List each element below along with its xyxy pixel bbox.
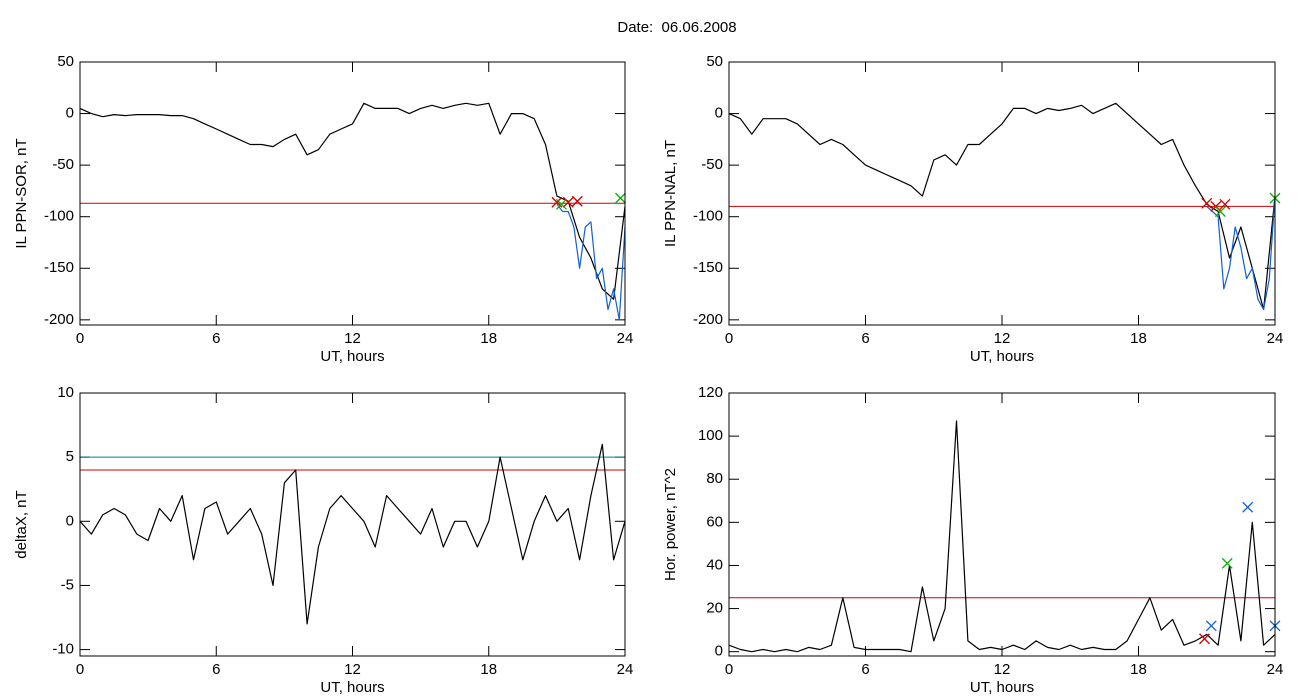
marker xyxy=(1214,206,1226,218)
y-tick-label: -100 xyxy=(693,208,723,225)
marker-stroke xyxy=(551,196,563,208)
y-tick-label: -10 xyxy=(52,641,74,658)
marker-stroke xyxy=(571,195,583,207)
x-tick-label: 12 xyxy=(994,661,1011,678)
marker-stroke xyxy=(614,192,626,204)
x-tick-label: 0 xyxy=(76,330,84,347)
marker xyxy=(562,196,574,208)
y-axis-label: deltaX, nT xyxy=(13,490,30,558)
data-line xyxy=(728,420,1276,653)
marker-stroke xyxy=(555,198,567,210)
marker-stroke xyxy=(1221,557,1233,569)
x-tick-label: 24 xyxy=(617,330,634,347)
y-axis-label: Hor. power, nT^2 xyxy=(662,468,679,581)
marker xyxy=(555,198,567,210)
marker xyxy=(1205,620,1217,632)
data-line xyxy=(79,102,626,300)
marker-stroke xyxy=(1242,501,1254,513)
data-line xyxy=(728,102,1276,311)
marker xyxy=(614,192,626,204)
marker xyxy=(1199,633,1210,645)
y-tick-label: -50 xyxy=(701,156,723,173)
plot-frame xyxy=(728,392,1276,657)
y-tick-label: 5 xyxy=(66,448,74,465)
x-tick-label: 12 xyxy=(994,330,1011,347)
plot-frame xyxy=(79,61,626,326)
x-tick-label: 18 xyxy=(480,661,497,678)
y-tick-label: 50 xyxy=(706,53,723,70)
x-tick-label: 0 xyxy=(725,330,733,347)
marker-stroke xyxy=(1199,633,1210,645)
x-axis-label: UT, hours xyxy=(320,348,384,365)
y-tick-label: -150 xyxy=(44,259,74,276)
x-tick-label: 12 xyxy=(344,661,361,678)
x-tick-label: 0 xyxy=(76,661,84,678)
marker-stroke xyxy=(1219,198,1231,210)
y-tick-label: 0 xyxy=(715,643,723,660)
marker xyxy=(1221,557,1233,569)
y-tick-label: -200 xyxy=(693,311,723,328)
x-axis-label: UT, hours xyxy=(970,348,1034,365)
marker-stroke xyxy=(1214,206,1226,218)
x-tick-label: 18 xyxy=(480,330,497,347)
figure-title: Date: 06.06.2008 xyxy=(617,19,736,36)
x-tick-label: 24 xyxy=(617,661,634,678)
marker-stroke xyxy=(1205,620,1217,632)
y-axis-label: IL PPN-NAL, nT xyxy=(662,140,679,247)
x-tick-label: 6 xyxy=(212,661,220,678)
y-tick-label: 20 xyxy=(706,600,723,617)
x-tick-label: 6 xyxy=(861,661,869,678)
marker xyxy=(1219,198,1231,210)
x-axis-label: UT, hours xyxy=(970,679,1034,696)
y-tick-label: 0 xyxy=(66,512,74,529)
marker-stroke xyxy=(562,196,574,208)
y-tick-label: -100 xyxy=(44,208,74,225)
y-tick-label: 0 xyxy=(715,105,723,122)
marker xyxy=(1242,501,1254,513)
plot-frame xyxy=(728,61,1276,326)
y-tick-label: -5 xyxy=(61,576,74,593)
x-tick-label: 18 xyxy=(1130,330,1147,347)
x-tick-label: 0 xyxy=(725,661,733,678)
marker-stroke xyxy=(1201,197,1213,209)
y-tick-label: 0 xyxy=(66,105,74,122)
y-tick-label: -50 xyxy=(52,156,74,173)
data-line xyxy=(556,203,626,321)
y-tick-label: 80 xyxy=(706,470,723,487)
x-tick-label: 6 xyxy=(861,330,869,347)
data-line xyxy=(1206,196,1276,311)
data-line xyxy=(79,443,626,625)
x-tick-label: 12 xyxy=(344,330,361,347)
marker xyxy=(571,195,583,207)
x-tick-label: 6 xyxy=(212,330,220,347)
x-axis-label: UT, hours xyxy=(320,679,384,696)
y-axis-label: IL PPN-SOR, nT xyxy=(13,138,30,248)
y-tick-label: 40 xyxy=(706,556,723,573)
y-tick-label: -150 xyxy=(693,259,723,276)
y-tick-label: 100 xyxy=(698,427,723,444)
x-tick-label: 18 xyxy=(1130,661,1147,678)
marker xyxy=(1201,197,1213,209)
x-tick-label: 24 xyxy=(1267,330,1284,347)
y-tick-label: -200 xyxy=(44,311,74,328)
y-tick-label: 10 xyxy=(57,384,74,401)
y-tick-label: 120 xyxy=(698,384,723,401)
plot-frame xyxy=(79,392,626,657)
y-tick-label: 60 xyxy=(706,513,723,530)
x-tick-label: 24 xyxy=(1267,661,1284,678)
y-tick-label: 50 xyxy=(57,53,74,70)
